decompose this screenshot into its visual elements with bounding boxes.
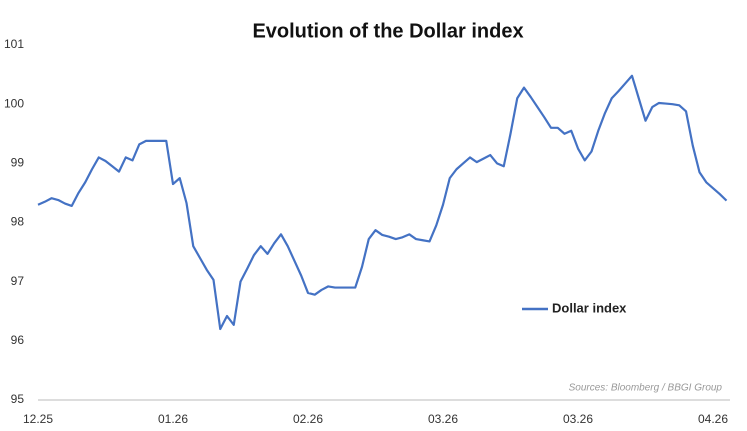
y-tick-label: 98: [11, 215, 25, 229]
y-tick-label: 95: [11, 392, 25, 406]
y-tick-label: 100: [4, 96, 24, 110]
x-tick-label: 12.25: [23, 412, 53, 426]
x-tick-label: 01.26: [158, 412, 188, 426]
x-tick-label: 03.26: [428, 412, 458, 426]
x-tick-label: 02.26: [293, 412, 323, 426]
x-tick-label: 03.26: [563, 412, 593, 426]
y-tick-label: 101: [4, 37, 24, 51]
x-tick-label: 04.26: [698, 412, 728, 426]
source-note: Sources: Bloomberg / BBGI Group: [569, 383, 723, 394]
legend-label: Dollar index: [552, 300, 627, 315]
line-series: [37, 74, 728, 331]
y-tick-label: 96: [11, 333, 25, 347]
y-tick-label: 97: [11, 274, 25, 288]
chart-title: Evolution of the Dollar index: [252, 20, 523, 42]
y-tick-label: 99: [11, 156, 25, 170]
